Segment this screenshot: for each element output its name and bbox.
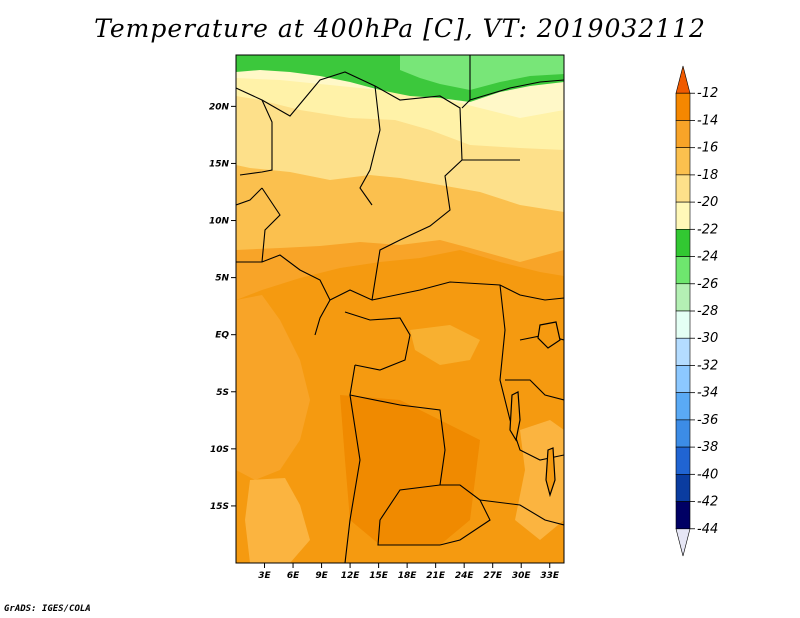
colorbar-swatch xyxy=(675,256,691,285)
colorbar-label: -24 xyxy=(697,250,718,265)
colorbar-swatch xyxy=(675,201,691,230)
colorbar-label: -22 xyxy=(697,222,718,237)
lon-tick-label: 6E xyxy=(287,571,300,581)
lon-tick-label: 30E xyxy=(512,571,532,581)
lon-tick-label: 3E xyxy=(258,571,271,581)
map-title: Temperature at 400hPa [C], VT: 201903211… xyxy=(94,14,706,43)
map-frame xyxy=(235,54,565,564)
colorbar-swatch xyxy=(675,474,691,502)
temperature-field xyxy=(236,55,564,563)
lakes xyxy=(509,321,561,498)
colorbar-label: -38 xyxy=(697,440,718,455)
colorbar-label: -16 xyxy=(697,141,718,156)
lat-tick-label: 5S xyxy=(216,388,229,398)
lat-tick-label: 20N xyxy=(209,102,230,112)
colorbar-label: -20 xyxy=(697,195,718,210)
lat-tick-label: 5N xyxy=(215,274,229,284)
lon-tick-label: 21E xyxy=(426,571,446,581)
lon-tick-label: 12E xyxy=(341,571,361,581)
lat-tick-label: 10S xyxy=(210,445,229,455)
colorbar-swatch xyxy=(675,147,691,176)
colorbar-bottom-triangle xyxy=(675,528,691,557)
colorbar-swatch xyxy=(675,501,691,530)
longitude-axis: 3E 6E 9E 12E 15E 18E 21E 24E 27E 30E 33E xyxy=(258,563,560,581)
colorbar: -12 -14 -16 -18 -20 -22 -24 -26 -28 -30 -32 -34 -36 -… xyxy=(675,65,718,557)
colorbar-label: -14 xyxy=(697,113,718,128)
patch-west xyxy=(236,295,310,480)
colorbar-swatch xyxy=(675,174,691,203)
colorbar-label: -12 xyxy=(697,86,718,101)
lake-victoria xyxy=(537,321,561,349)
core-minus12 xyxy=(340,395,480,545)
colorbar-label: -30 xyxy=(697,331,718,346)
lake-tanganyika xyxy=(509,391,521,442)
band-minus26 xyxy=(400,55,564,90)
colorbar-swatch xyxy=(675,337,691,366)
patch-southwest xyxy=(245,478,310,563)
latitude-axis: 20N 15N 10N 5N EQ 5S 10S 15S xyxy=(209,102,236,512)
colorbar-swatch xyxy=(675,446,691,475)
colorbar-label: -36 xyxy=(697,413,718,428)
lon-tick-label: 15E xyxy=(369,571,389,581)
lon-tick-label: 18E xyxy=(398,571,418,581)
colorbar-label: -42 xyxy=(697,495,718,510)
lake-malawi xyxy=(545,447,556,498)
colorbar-top-triangle xyxy=(675,65,691,94)
colorbar-label: -28 xyxy=(697,304,718,319)
colorbar-swatch xyxy=(675,365,691,393)
colorbar-swatch xyxy=(675,92,691,121)
colorbar-label: -32 xyxy=(697,358,718,373)
colorbar-swatch xyxy=(675,283,691,312)
lat-tick-label: EQ xyxy=(215,331,229,341)
lon-tick-label: 33E xyxy=(540,571,560,581)
colorbar-swatch xyxy=(675,310,691,339)
lat-tick-label: 15N xyxy=(209,159,230,169)
grads-footer: GrADS: IGES/COLA xyxy=(4,604,91,614)
lon-tick-label: 9E xyxy=(315,571,328,581)
colorbar-swatch xyxy=(675,120,691,148)
colorbar-swatch xyxy=(675,419,691,448)
colorbar-label: -40 xyxy=(697,467,718,482)
colorbar-label: -34 xyxy=(697,386,718,401)
lon-tick-label: 24E xyxy=(455,571,475,581)
lon-tick-label: 27E xyxy=(483,571,503,581)
colorbar-swatch xyxy=(675,229,691,257)
lat-tick-label: 10N xyxy=(209,217,230,227)
lat-tick-label: 15S xyxy=(210,502,229,512)
colorbar-swatch xyxy=(675,392,691,421)
colorbar-label: -44 xyxy=(697,522,718,537)
colorbar-label: -18 xyxy=(697,168,718,183)
patch-central xyxy=(410,325,480,365)
colorbar-label: -26 xyxy=(697,277,718,292)
